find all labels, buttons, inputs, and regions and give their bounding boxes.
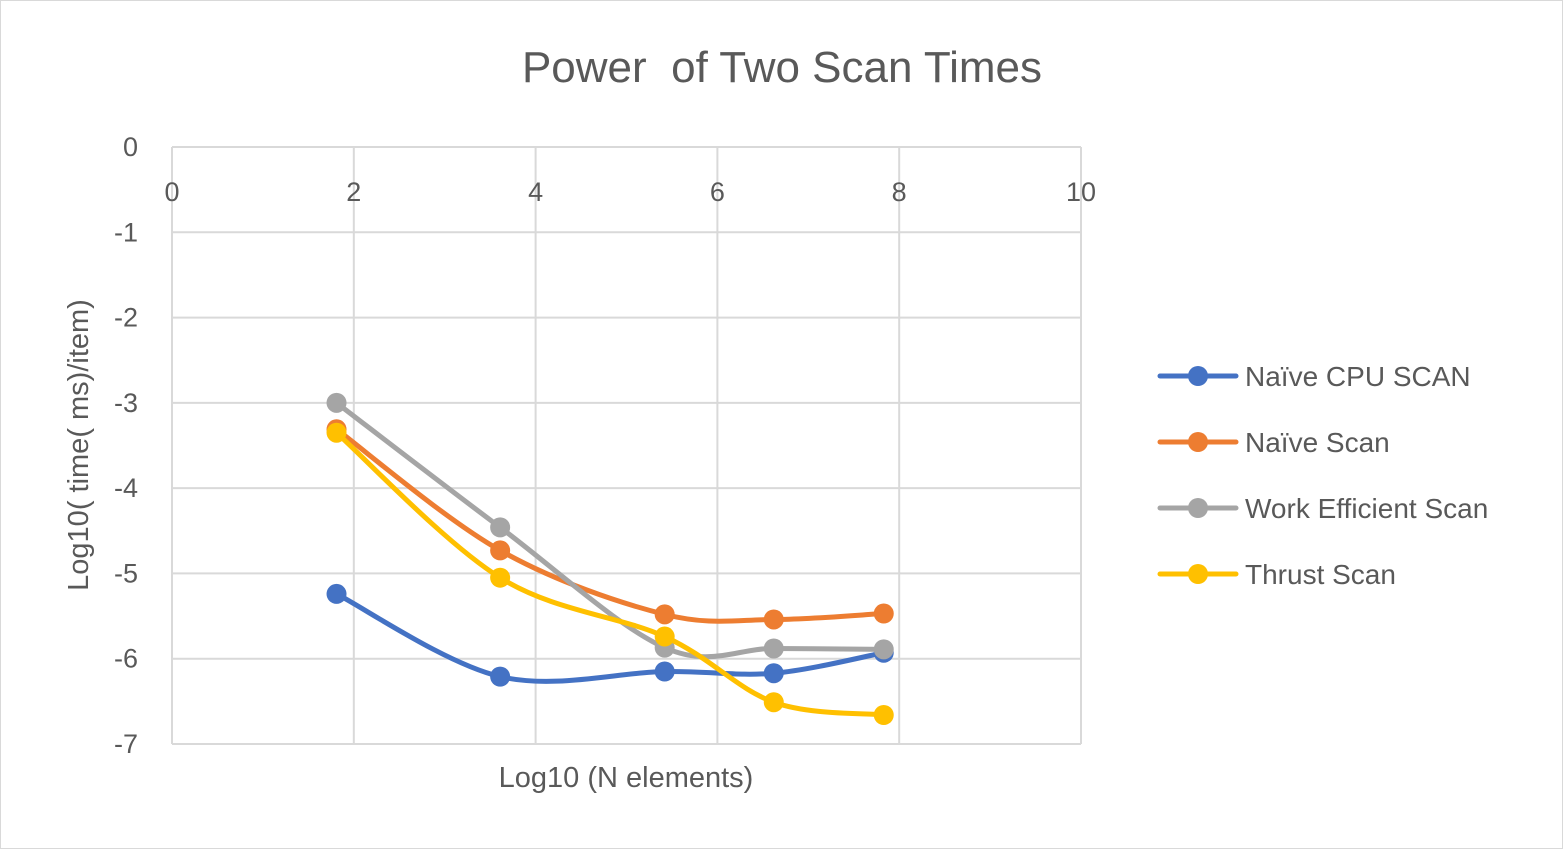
- data-point-0-0: [327, 584, 347, 604]
- series-line-0: [337, 594, 884, 681]
- legend-item-1: Naïve Scan: [1160, 427, 1390, 458]
- data-point-3-3: [764, 692, 784, 712]
- legend: Naïve CPU SCAN Naïve Scan Work Efficient S…: [1160, 361, 1488, 590]
- legend-marker-3: [1188, 564, 1208, 584]
- data-point-3-0: [327, 423, 347, 443]
- data-point-1-3: [764, 609, 784, 629]
- y-axis-label: Log10( time( ms)/item): [63, 299, 95, 591]
- y-tick-labels: 0 -1 -2 -3 -4 -5 -6 -7: [114, 132, 138, 759]
- x-tick-label-5: 10: [1066, 177, 1096, 207]
- x-tick-labels: 0 2 4 6 8 10: [164, 177, 1096, 207]
- data-point-1-4: [874, 604, 894, 624]
- legend-item-2: Work Efficient Scan: [1160, 493, 1488, 524]
- y-tick-label-0: 0: [123, 132, 138, 162]
- y-tick-label-5: -5: [114, 558, 138, 588]
- data-point-0-3: [764, 663, 784, 683]
- x-tick-label-3: 6: [710, 177, 725, 207]
- data-point-0-2: [655, 662, 675, 682]
- legend-marker-1: [1188, 432, 1208, 452]
- y-tick-label-2: -2: [114, 303, 138, 333]
- series-group: [327, 393, 894, 725]
- legend-label-0: Naïve CPU SCAN: [1245, 361, 1471, 392]
- legend-item-0: Naïve CPU SCAN: [1160, 361, 1471, 392]
- data-point-3-4: [874, 705, 894, 725]
- series-line-1: [337, 429, 884, 621]
- data-point-0-1: [490, 667, 510, 687]
- chart-title: Power of Two Scan Times: [522, 43, 1042, 92]
- data-point-2-1: [490, 517, 510, 537]
- y-tick-label-1: -1: [114, 217, 138, 247]
- x-axis-label: Log10 (N elements): [499, 762, 754, 794]
- data-point-3-2: [655, 627, 675, 647]
- x-tick-label-1: 2: [346, 177, 361, 207]
- data-point-3-1: [490, 568, 510, 588]
- legend-marker-0: [1188, 366, 1208, 386]
- legend-item-3: Thrust Scan: [1160, 559, 1396, 590]
- data-point-1-1: [490, 540, 510, 560]
- legend-label-3: Thrust Scan: [1245, 559, 1396, 590]
- x-tick-label-0: 0: [164, 177, 179, 207]
- series-1: [327, 419, 894, 629]
- y-tick-label-6: -6: [114, 644, 138, 674]
- y-tick-label-7: -7: [114, 729, 138, 759]
- data-point-2-0: [327, 393, 347, 413]
- legend-marker-2: [1188, 498, 1208, 518]
- y-tick-label-4: -4: [114, 473, 138, 503]
- x-tick-label-4: 8: [892, 177, 907, 207]
- gridlines: [172, 147, 1081, 744]
- data-point-2-4: [874, 639, 894, 659]
- data-point-2-3: [764, 638, 784, 658]
- legend-label-2: Work Efficient Scan: [1245, 493, 1488, 524]
- legend-label-1: Naïve Scan: [1245, 427, 1390, 458]
- data-point-1-2: [655, 604, 675, 624]
- x-tick-label-2: 4: [528, 177, 543, 207]
- y-tick-label-3: -3: [114, 388, 138, 418]
